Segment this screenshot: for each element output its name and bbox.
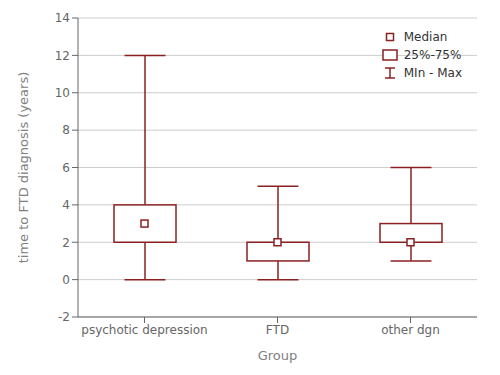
- svg-text:8: 8: [62, 123, 70, 137]
- html-text:Median: Median: [403, 30, 448, 44]
- svg-text:other dgn: other dgn: [381, 323, 440, 337]
- svg-text:12: 12: [55, 49, 70, 63]
- svg-text:14: 14: [55, 11, 70, 25]
- svg-text:10: 10: [55, 86, 70, 100]
- svg-text:4: 4: [62, 198, 70, 212]
- html-text:MIn - Max: MIn - Max: [403, 66, 462, 80]
- svg-text:FTD: FTD: [266, 323, 289, 337]
- svg-text:Group: Group: [258, 348, 298, 363]
- svg-text:6: 6: [62, 161, 70, 175]
- svg-text:psychotic depression: psychotic depression: [81, 323, 207, 337]
- html-text:25%-75%: 25%-75%: [403, 48, 462, 62]
- svg-text:0: 0: [62, 273, 70, 287]
- svg-text:time to FTD diagnosis (years): time to FTD diagnosis (years): [16, 72, 31, 264]
- svg-text:2: 2: [62, 236, 70, 250]
- svg-text:-2: -2: [58, 310, 70, 324]
